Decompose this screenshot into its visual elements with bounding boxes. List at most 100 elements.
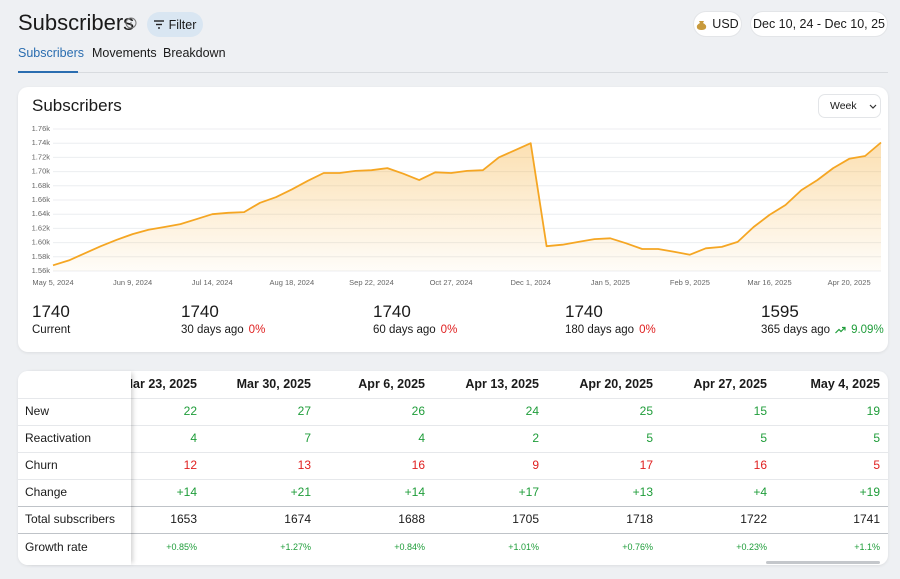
stat-value: 1740 bbox=[32, 302, 70, 321]
row-divider bbox=[18, 425, 888, 426]
table-cell: +0.76% bbox=[622, 542, 653, 552]
row-divider bbox=[18, 479, 888, 480]
row-divider bbox=[18, 506, 131, 507]
x-tick-label: Jul 14, 2024 bbox=[192, 278, 233, 287]
column-header: Apr 27, 2025 bbox=[693, 377, 767, 391]
table-cell: +0.23% bbox=[736, 542, 767, 552]
column-header: Apr 6, 2025 bbox=[358, 377, 425, 391]
table-cell: 9 bbox=[532, 458, 539, 472]
table-cell: +14 bbox=[176, 485, 197, 499]
y-tick-label: 1.58k bbox=[32, 252, 51, 261]
table-cell: +14 bbox=[404, 485, 425, 499]
table-cell: +1.01% bbox=[508, 542, 539, 552]
x-tick-label: Aug 18, 2024 bbox=[270, 278, 315, 287]
tab[interactable]: Breakdown bbox=[163, 46, 226, 60]
stat-value: 1595 bbox=[761, 302, 799, 321]
stat-caption: 60 days ago 0% bbox=[373, 324, 457, 336]
table-cell: +1.27% bbox=[280, 542, 311, 552]
table-cell: +4 bbox=[753, 485, 767, 499]
table-cell: 7 bbox=[304, 431, 311, 445]
table-cell: 25 bbox=[639, 404, 653, 418]
table-cell: 5 bbox=[873, 458, 880, 472]
sticky-column bbox=[18, 371, 131, 565]
table-cell: 22 bbox=[183, 404, 197, 418]
chevron-icon bbox=[869, 104, 877, 109]
period-select[interactable]: Week bbox=[818, 94, 881, 118]
money-bag-icon bbox=[697, 21, 707, 30]
area-fill bbox=[53, 142, 881, 271]
x-tick-label: Jan 5, 2025 bbox=[591, 278, 630, 287]
stat-caption: Current bbox=[32, 324, 70, 336]
table-cell: 26 bbox=[411, 404, 425, 418]
y-tick-label: 1.60k bbox=[32, 238, 51, 247]
table-cell: 5 bbox=[873, 431, 880, 445]
table-cell: 1653 bbox=[170, 512, 197, 526]
y-tick-label: 1.56k bbox=[32, 266, 51, 275]
y-tick-label: 1.76k bbox=[32, 124, 51, 133]
x-tick-label: May 5, 2024 bbox=[32, 278, 73, 287]
tab-divider bbox=[18, 72, 888, 73]
table-cell: 1741 bbox=[853, 512, 880, 526]
table-card bbox=[18, 371, 888, 565]
table-cell: 5 bbox=[760, 431, 767, 445]
table-cell: +0.85% bbox=[166, 542, 197, 552]
table-cell: 4 bbox=[190, 431, 197, 445]
tab[interactable]: Subscribers bbox=[18, 46, 84, 60]
table-cell: 1718 bbox=[626, 512, 653, 526]
stat-label: 60 days ago bbox=[373, 324, 436, 336]
x-tick-label: Feb 9, 2025 bbox=[670, 278, 710, 287]
stat-label: Current bbox=[32, 324, 71, 336]
y-tick-label: 1.66k bbox=[32, 195, 51, 204]
x-tick-label: Mar 16, 2025 bbox=[747, 278, 791, 287]
row-label: Growth rate bbox=[25, 540, 88, 554]
row-divider bbox=[18, 452, 888, 453]
table-cell: 19 bbox=[866, 404, 880, 418]
row-label: Total subscribers bbox=[25, 512, 116, 526]
table-cell: +1.1% bbox=[854, 542, 880, 552]
scrollbar[interactable] bbox=[766, 561, 880, 564]
row-divider bbox=[18, 479, 131, 480]
y-tick-label: 1.62k bbox=[32, 223, 51, 232]
tab-underline bbox=[18, 71, 78, 73]
stat-caption: 30 days ago 0% bbox=[181, 324, 265, 336]
tab[interactable]: Movements bbox=[92, 46, 157, 60]
trend-icon bbox=[835, 326, 846, 334]
currency-button[interactable]: USD bbox=[693, 11, 742, 37]
x-tick-label: Sep 22, 2024 bbox=[349, 278, 394, 287]
table-cell: +19 bbox=[859, 485, 880, 499]
row-label: New bbox=[25, 404, 50, 418]
table-cell: 1674 bbox=[284, 512, 311, 526]
info-icon[interactable] bbox=[125, 17, 137, 29]
period-label: Week bbox=[830, 100, 857, 112]
y-tick-label: 1.64k bbox=[32, 209, 51, 218]
row-divider bbox=[18, 533, 888, 534]
stat-caption: 365 days ago 9.09% bbox=[761, 324, 884, 336]
row-divider bbox=[18, 425, 131, 426]
x-tick-label: Dec 1, 2024 bbox=[510, 278, 550, 287]
line bbox=[52, 141, 882, 267]
table-cell: 2 bbox=[532, 431, 539, 445]
table-cell: 1722 bbox=[740, 512, 767, 526]
page-title: Subscribers bbox=[18, 10, 135, 35]
date-range-button[interactable]: Dec 10, 24 - Dec 10, 25 bbox=[750, 11, 888, 37]
table-cell: 15 bbox=[753, 404, 767, 418]
filter-button[interactable]: Filter bbox=[147, 12, 203, 37]
filter-icon bbox=[153, 20, 164, 29]
column-header: Apr 20, 2025 bbox=[579, 377, 653, 391]
table-cell: 1705 bbox=[512, 512, 539, 526]
row-label: Change bbox=[25, 485, 68, 499]
stat-change: 0% bbox=[440, 324, 458, 336]
row-divider bbox=[18, 506, 888, 507]
table-cell: 1688 bbox=[398, 512, 425, 526]
stat-value: 1740 bbox=[373, 302, 411, 321]
stat-label: 365 days ago bbox=[761, 324, 831, 336]
row-divider bbox=[18, 398, 888, 399]
y-tick-label: 1.70k bbox=[32, 167, 51, 176]
chart-title: Subscribers bbox=[32, 96, 122, 115]
y-tick-label: 1.74k bbox=[32, 138, 51, 147]
date-range-label: Dec 10, 24 - Dec 10, 25 bbox=[752, 17, 886, 31]
x-tick-label: Oct 27, 2024 bbox=[430, 278, 473, 287]
row-divider bbox=[18, 452, 131, 453]
